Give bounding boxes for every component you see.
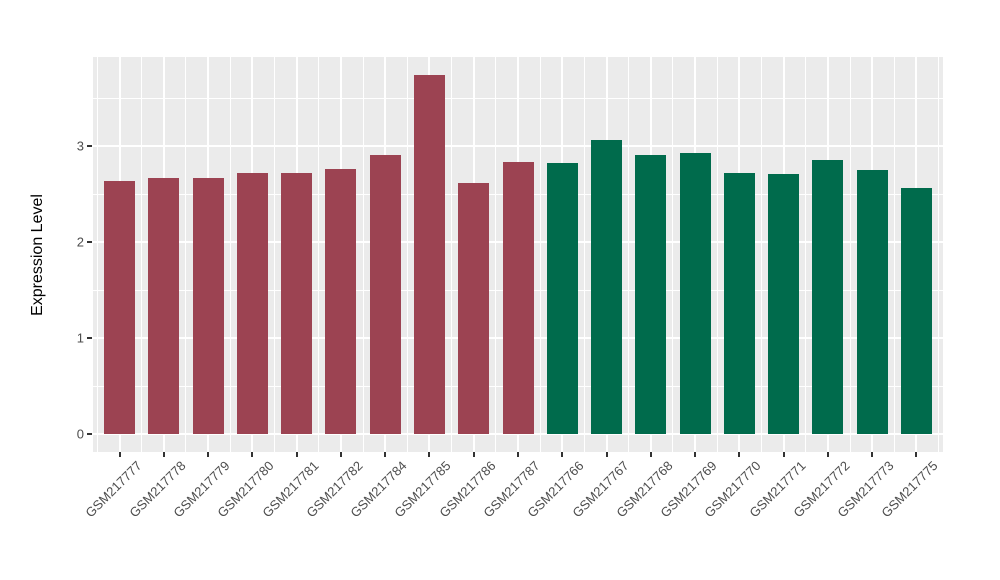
- x-axis-tick: [162, 452, 165, 457]
- bar: [236, 173, 268, 434]
- y-axis-tick: [87, 336, 92, 339]
- gridline-vertical-minor: [185, 57, 187, 452]
- gridline-horizontal-major: [93, 432, 943, 435]
- bar: [723, 173, 755, 434]
- bar: [591, 140, 623, 434]
- bar: [546, 163, 578, 434]
- y-axis-tick: [87, 432, 92, 435]
- x-axis-tick: [339, 452, 342, 457]
- bar: [413, 75, 445, 434]
- x-axis-tick: [517, 452, 519, 457]
- gridline-vertical-minor: [451, 57, 453, 452]
- x-axis-tick: [605, 452, 608, 457]
- gridline-vertical-minor: [849, 57, 851, 452]
- x-axis-tick: [871, 452, 874, 457]
- bar: [900, 188, 932, 434]
- gridline-vertical-minor: [495, 57, 497, 452]
- x-axis-tick: [428, 452, 431, 457]
- x-axis-tick: [738, 452, 741, 457]
- x-axis-tick: [561, 452, 564, 457]
- gridline-vertical-minor: [583, 57, 585, 452]
- gridline-horizontal-major: [93, 145, 943, 148]
- y-tick-label: 0: [76, 426, 84, 442]
- gridline-vertical-minor: [938, 57, 940, 452]
- bar: [458, 182, 490, 434]
- y-axis-title: Expression Level: [29, 194, 46, 316]
- x-axis-tick: [649, 452, 652, 457]
- bar: [502, 161, 534, 434]
- bar: [856, 170, 888, 434]
- x-axis-tick: [384, 452, 387, 457]
- y-tick-label: 1: [76, 330, 84, 346]
- gridline-vertical-minor: [274, 57, 275, 452]
- gridline-vertical-minor: [406, 57, 408, 452]
- bar: [635, 154, 667, 434]
- bar: [104, 180, 136, 434]
- x-axis-tick: [251, 452, 254, 457]
- gridline-vertical-minor: [672, 57, 674, 452]
- gridline-vertical-minor: [628, 57, 630, 452]
- x-axis-tick: [118, 452, 121, 457]
- bar: [679, 152, 711, 434]
- x-axis-tick: [295, 452, 298, 457]
- gridline-horizontal-minor: [93, 98, 943, 100]
- bar: [325, 169, 357, 434]
- y-axis-tick: [87, 145, 92, 148]
- y-tick-label: 3: [76, 138, 84, 154]
- gridline-vertical-minor: [893, 57, 895, 452]
- x-axis-tick: [694, 452, 697, 457]
- gridline-vertical-minor: [229, 57, 231, 452]
- gridline-vertical-minor: [362, 57, 364, 452]
- gridline-vertical-minor: [805, 57, 807, 452]
- x-axis-tick: [826, 452, 829, 457]
- bar: [369, 154, 401, 434]
- bar: [768, 173, 800, 434]
- gridline-vertical-minor: [716, 57, 718, 452]
- gridline-vertical-minor: [318, 57, 320, 452]
- y-axis-tick: [87, 241, 92, 244]
- y-tick-label: 2: [76, 234, 84, 250]
- bar: [281, 173, 313, 434]
- x-axis-tick: [472, 452, 475, 457]
- plot-panel: [93, 57, 943, 452]
- bar: [812, 159, 844, 434]
- x-axis-tick: [207, 452, 210, 457]
- gridline-vertical-minor: [141, 57, 143, 452]
- gridline-vertical-minor: [96, 57, 98, 452]
- x-axis-tick: [915, 452, 918, 457]
- bar: [148, 177, 180, 434]
- gridline-vertical-minor: [539, 57, 541, 452]
- gridline-vertical-minor: [760, 57, 762, 452]
- x-axis-tick: [782, 452, 785, 457]
- bar: [192, 177, 224, 434]
